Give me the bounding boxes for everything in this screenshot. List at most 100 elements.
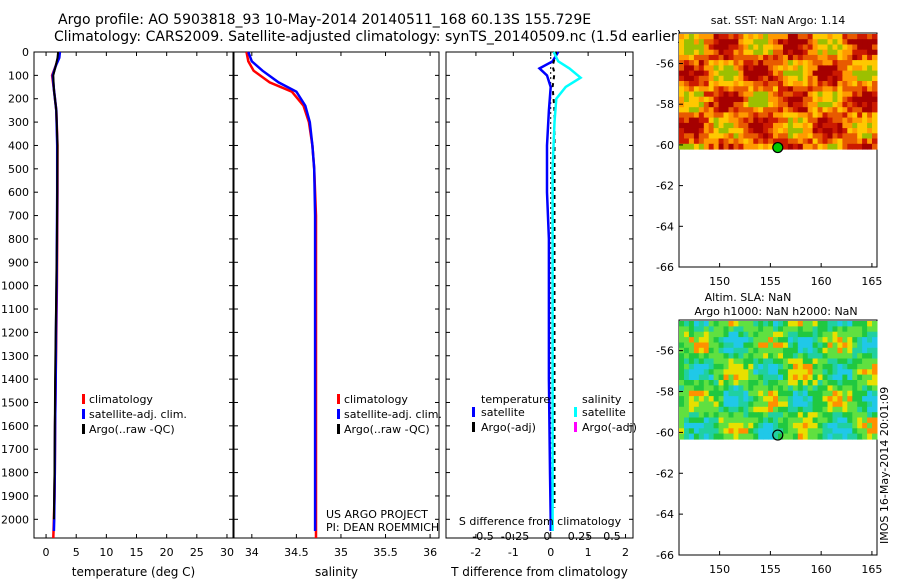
x-tick-label: 160	[811, 275, 832, 288]
legend-title-temperature: temperature	[481, 393, 550, 406]
y-tick-label: 700	[8, 210, 29, 223]
x-axis-label: salinity	[315, 565, 358, 579]
y-tick-label: 0	[22, 46, 29, 59]
top-tick-label: 0	[544, 530, 551, 543]
y-tick-label: -62	[656, 467, 674, 480]
legend-label: Argo(..raw -QC)	[344, 423, 430, 436]
legend-swatch	[337, 394, 340, 404]
legend-label: satellite	[481, 406, 525, 419]
legend-title-salinity: salinity	[582, 393, 622, 406]
x-tick-label: 35	[334, 546, 348, 559]
y-tick-label: 400	[8, 139, 29, 152]
heatmap-field	[679, 34, 878, 150]
y-tick-label: -66	[656, 549, 674, 562]
x-tick-label: 155	[760, 563, 781, 576]
x-tick-label: 25	[190, 546, 204, 559]
y-tick-label: 1500	[1, 396, 29, 409]
figure-title-line2: Climatology: CARS2009. Satellite-adjuste…	[54, 29, 683, 45]
top-tick-label: -0.25	[501, 530, 529, 543]
map-title-sla: Altim. SLA: NaN	[705, 291, 792, 304]
series-line-satellite	[551, 51, 583, 531]
project-annotation: US ARGO PROJECT	[326, 508, 428, 521]
map-title-sst: sat. SST: NaN Argo: 1.14	[711, 14, 845, 27]
y-tick-label: 1000	[1, 280, 29, 293]
legend-swatch	[337, 409, 340, 419]
argo-position-marker	[772, 141, 784, 154]
x-axis-label: temperature (deg C)	[72, 565, 195, 579]
y-tick-label: 900	[8, 256, 29, 269]
x-tick-label: 0	[43, 546, 50, 559]
y-tick-label: -62	[656, 180, 674, 193]
y-tick-label: 600	[8, 186, 29, 199]
y-tick-label: 500	[8, 163, 29, 176]
legend-label: Argo(-adj)	[481, 421, 536, 434]
x-axis-label: T difference from climatology	[450, 565, 628, 579]
profile-axes-2	[233, 51, 440, 539]
pi-annotation: PI: DEAN ROEMMICH	[326, 521, 439, 534]
x-tick-label: 15	[130, 546, 144, 559]
top-axis-label: S difference from climatology	[459, 515, 622, 528]
x-tick-label: -2	[470, 546, 481, 559]
legend-swatch	[82, 409, 85, 419]
x-tick-label: 160	[811, 563, 832, 576]
y-tick-label: 1400	[1, 373, 29, 386]
legend-swatch	[472, 422, 475, 432]
legend-label: Argo(-adj)	[582, 421, 637, 434]
y-tick-label: 2000	[1, 513, 29, 526]
profile-axes-3	[445, 51, 634, 539]
x-tick-label: 165	[861, 275, 882, 288]
y-tick-label: -66	[656, 261, 674, 274]
x-tick-label: 1	[585, 546, 592, 559]
y-tick-label: 800	[8, 233, 29, 246]
legend-swatch	[574, 407, 577, 417]
top-tick-label: 0.25	[568, 530, 593, 543]
series-line-satellite-adj-clim-	[247, 51, 317, 531]
x-tick-label: 34.5	[284, 546, 309, 559]
heatmap-field	[679, 321, 878, 440]
y-tick-label: 1900	[1, 490, 29, 503]
x-tick-label: -1	[508, 546, 519, 559]
legend-label: satellite-adj. clim.	[344, 408, 442, 421]
y-tick-label: -56	[656, 345, 674, 358]
y-tick-label: 1600	[1, 420, 29, 433]
y-tick-label: 1800	[1, 467, 29, 480]
x-tick-label: 35.5	[373, 546, 398, 559]
y-tick-label: -64	[656, 220, 674, 233]
legend-swatch	[337, 424, 340, 434]
x-tick-label: 150	[709, 275, 730, 288]
x-tick-label: 5	[73, 546, 80, 559]
legend-label: climatology	[89, 393, 153, 406]
y-tick-label: -60	[656, 139, 674, 152]
argo-position-marker	[772, 429, 784, 441]
series-line-argo-raw-qc-	[52, 51, 60, 520]
y-tick-label: 1200	[1, 326, 29, 339]
legend-swatch	[82, 394, 85, 404]
top-tick-label: 0.5	[603, 530, 621, 543]
legend-label: satellite	[582, 406, 626, 419]
y-tick-label: 300	[8, 116, 29, 129]
map-subtitle-sla: Argo h1000: NaN h2000: NaN	[694, 305, 857, 318]
legend-swatch	[82, 424, 85, 434]
top-tick-label: -0.5	[472, 530, 493, 543]
x-tick-label: 0	[547, 546, 554, 559]
y-tick-label: -60	[656, 426, 674, 439]
legend-label: climatology	[344, 393, 408, 406]
legend-swatch	[472, 407, 475, 417]
y-tick-label: -58	[656, 98, 674, 111]
y-tick-label: 200	[8, 93, 29, 106]
figure-title-line1: Argo profile: AO 5903818_93 10-May-2014 …	[58, 12, 592, 28]
y-tick-label: 1700	[1, 443, 29, 456]
y-tick-label: -58	[656, 386, 674, 399]
x-tick-label: 155	[760, 275, 781, 288]
y-tick-label: -56	[656, 58, 674, 71]
y-tick-label: 100	[8, 69, 29, 82]
x-tick-label: 150	[709, 563, 730, 576]
legend-label: satellite-adj. clim.	[89, 408, 187, 421]
x-tick-label: 34	[245, 546, 259, 559]
series-line-satellite	[537, 51, 560, 531]
profile-axes-1	[33, 51, 234, 539]
y-tick-label: -64	[656, 508, 674, 521]
x-tick-label: 30	[220, 546, 234, 559]
legend-label: Argo(..raw -QC)	[89, 423, 175, 436]
